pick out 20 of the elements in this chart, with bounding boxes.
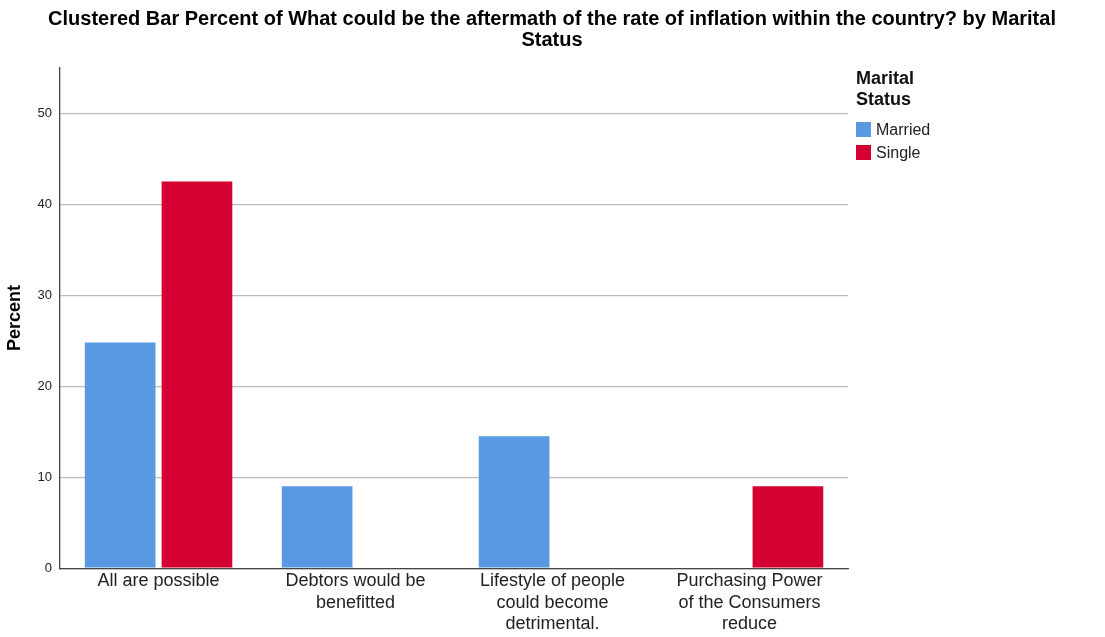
x-tick-label: Purchasing Power of the Consumers reduce	[676, 569, 823, 634]
chart-title: Clustered Bar Percent of What could be the aftermath of the rate of inflation within the country? by Marital Status	[47, 7, 1057, 50]
y-tick-label: 0	[44, 559, 53, 575]
y-axis-title: Percent	[3, 284, 24, 352]
bar	[478, 436, 550, 568]
legend-title: Marital Status	[856, 68, 916, 110]
x-tick-label: Debtors would be benefitted	[285, 569, 426, 612]
legend-label: Single	[876, 143, 921, 162]
y-tick-label: 10	[37, 468, 53, 484]
y-tick-label: 40	[37, 195, 53, 211]
y-tick-label: 50	[37, 104, 53, 120]
x-tick-label: Lifestyle of people could become detrimental.	[479, 569, 626, 634]
bar	[752, 486, 824, 568]
y-tick-label: 30	[37, 286, 53, 302]
bar	[281, 486, 353, 568]
x-tick-label: All are possible	[97, 569, 220, 590]
y-tick-label: 20	[37, 377, 53, 393]
legend-label: Married	[876, 120, 931, 139]
bar	[84, 342, 156, 568]
bar	[161, 181, 233, 568]
